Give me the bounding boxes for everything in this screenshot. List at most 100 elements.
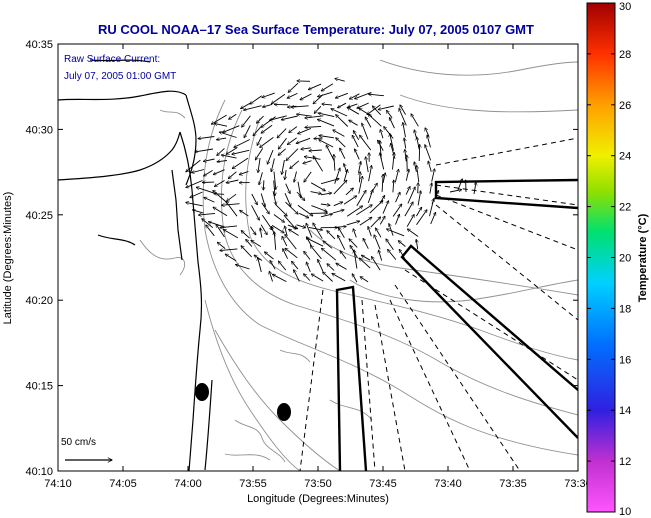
current-vector (321, 193, 332, 195)
x-tick-label: 73:30 (564, 478, 592, 490)
current-vector (240, 210, 249, 217)
current-vector (336, 138, 346, 148)
current-vector (232, 157, 249, 169)
current-vector (299, 212, 309, 218)
current-vector (292, 261, 299, 270)
colorbar-tick-label: 28 (619, 49, 631, 61)
current-vector (369, 201, 383, 214)
current-vector (204, 170, 213, 176)
current-vector (278, 261, 287, 271)
current-vector (353, 229, 357, 238)
current-vector (285, 169, 286, 180)
current-vector (430, 212, 436, 225)
plot-area: Raw Surface Current: July 07, 2005 01:00… (58, 44, 578, 471)
current-vector (241, 102, 251, 109)
current-vector (313, 223, 323, 239)
x-tick-label: 74:05 (109, 478, 137, 490)
current-vector (382, 174, 383, 192)
current-vector (286, 148, 299, 161)
current-vector (213, 169, 225, 175)
current-vector (333, 180, 347, 195)
current-vector (296, 191, 305, 201)
current-vector (285, 226, 288, 236)
current-vector (294, 171, 297, 183)
bathymetry-contours (139, 59, 578, 471)
current-vector (360, 277, 369, 283)
colorbar-ticks: 30 28 26 24 22 20 18 16 14 12 10 (587, 1, 631, 518)
current-vector (244, 105, 262, 111)
current-vector (372, 106, 382, 116)
current-vector (204, 197, 215, 203)
current-vector (338, 235, 346, 250)
current-vector (308, 226, 323, 230)
current-vector (323, 272, 333, 282)
current-vector (392, 204, 402, 217)
current-vector (287, 224, 298, 229)
current-vector (221, 155, 237, 159)
current-vector (202, 219, 214, 229)
current-vector (418, 183, 419, 194)
current-vector (227, 193, 237, 201)
y-tick-label: 40:15 (25, 381, 53, 393)
current-vector (258, 158, 261, 173)
current-vector (389, 224, 394, 236)
x-tick-label: 73:40 (434, 478, 462, 490)
current-vector (335, 92, 348, 98)
current-vector (304, 274, 311, 281)
current-vector (318, 259, 324, 272)
current-vector (359, 217, 372, 226)
scale-label: 50 cm/s (61, 437, 96, 448)
colorbar-tick-label: 26 (619, 100, 631, 112)
current-vector (425, 145, 432, 161)
colorbar-tick-label: 16 (619, 354, 631, 366)
current-vector (407, 187, 415, 204)
current-vector (214, 180, 225, 187)
current-vector (203, 158, 215, 161)
current-vector (250, 226, 256, 235)
coastline (58, 59, 213, 471)
current-vector (332, 210, 344, 214)
current-vector (300, 93, 312, 100)
current-vector (261, 124, 273, 133)
current-vector (343, 196, 357, 205)
current-vector (220, 248, 238, 251)
current-vector (198, 212, 216, 215)
current-vector (386, 239, 394, 251)
current-vector (260, 228, 262, 238)
current-vector (241, 246, 253, 258)
current-vector (229, 113, 237, 119)
current-vector (285, 201, 298, 214)
current-vector (306, 223, 313, 238)
current-vector (217, 161, 227, 162)
current-vector (284, 193, 291, 206)
current-vector (333, 202, 343, 207)
current-vector (271, 93, 286, 104)
current-vector (314, 138, 323, 139)
current-vector (356, 190, 366, 207)
current-vector (323, 241, 333, 249)
x-tick-label: 74:10 (44, 478, 72, 490)
current-vector (346, 221, 360, 226)
current-vector (283, 249, 289, 259)
current-vector (473, 182, 476, 195)
current-vector (195, 148, 214, 152)
transect-boxes (335, 178, 578, 471)
current-vector (232, 149, 250, 154)
current-vector (273, 171, 276, 190)
current-vector (335, 79, 345, 82)
current-vector (192, 169, 205, 173)
current-vector (321, 248, 337, 261)
current-vector (303, 160, 312, 164)
current-vector (239, 170, 249, 174)
current-vector (419, 145, 420, 162)
current-vector (186, 202, 203, 207)
current-vector (289, 229, 299, 236)
current-vector (358, 176, 363, 194)
current-vector (317, 119, 335, 127)
colorbar-tick-label: 30 (619, 1, 631, 13)
current-vector (321, 83, 334, 91)
inset-label: Raw Surface Current: (64, 54, 160, 65)
current-vector (244, 125, 251, 137)
current-vector (379, 216, 385, 225)
inset-date: July 07, 2005 01:00 GMT (64, 71, 176, 82)
